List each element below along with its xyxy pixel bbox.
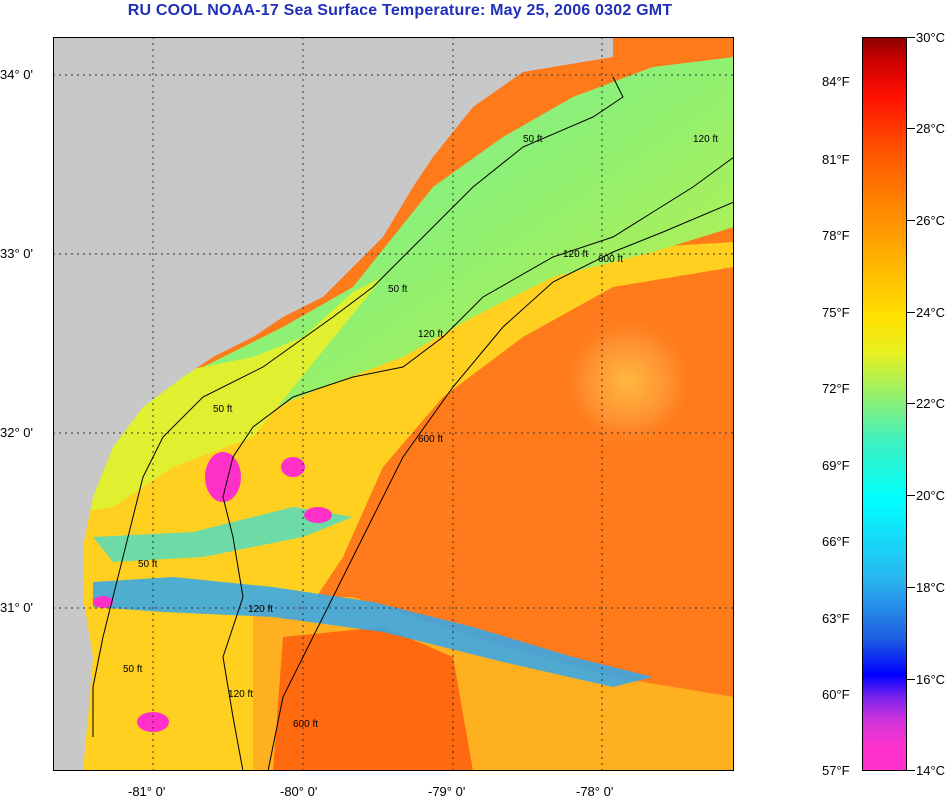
map-title: RU COOL NOAA-17 Sea Surface Temperature:… — [127, 2, 673, 19]
colorbar-tick — [907, 587, 915, 588]
gulf-stream-core-lower — [273, 627, 473, 771]
colorbar-f-label: 66°F — [822, 534, 850, 549]
graticule — [53, 37, 734, 771]
isobath-label: 120 ft — [693, 134, 718, 145]
isobath-label: 120 ft — [248, 604, 273, 615]
isobath-label: 600 ft — [598, 254, 623, 265]
lon-label-81: -81° 0' — [128, 784, 166, 799]
colorbar-f-label: 75°F — [822, 305, 850, 320]
colorbar-tick — [907, 679, 915, 680]
colorbar-c-label: 16°C — [916, 672, 946, 687]
colorbar-f-label: 72°F — [822, 381, 850, 396]
sst-map[interactable]: 50 ft 50 ft 50 ft 50 ft 50 ft 120 ft 120… — [53, 37, 734, 771]
colorbar-c-label: 30°C — [916, 30, 946, 45]
colorbar-tick — [907, 312, 915, 313]
colorbar-tick — [907, 220, 915, 221]
colorbar-f-label: 60°F — [822, 687, 850, 702]
isobath-label: 600 ft — [293, 719, 318, 730]
lat-label-33: 33° 0' — [0, 246, 33, 261]
colorbar-tick — [907, 770, 915, 771]
isobath-600ft — [267, 201, 734, 771]
colorbar-c-label: 26°C — [916, 213, 946, 228]
colorbar-f-label: 78°F — [822, 228, 850, 243]
colorbar-tick — [907, 403, 915, 404]
colorbar-c-label: 20°C — [916, 488, 946, 503]
colorbar-tick — [907, 128, 915, 129]
colorbar-c-label: 24°C — [916, 305, 946, 320]
nearshore-yellow — [53, 277, 383, 517]
colorbar-f-label: 81°F — [822, 152, 850, 167]
isobath-labels: 50 ft 50 ft 50 ft 50 ft 50 ft 120 ft 120… — [123, 134, 718, 730]
colorbar-c-label: 22°C — [916, 396, 946, 411]
land-mass — [53, 37, 613, 771]
lon-label-80: -80° 0' — [280, 784, 318, 799]
isobath-label: 120 ft — [228, 689, 253, 700]
lat-label-31: 31° 0' — [0, 600, 33, 615]
colorbar-c-label: 28°C — [916, 121, 946, 136]
temperature-colorbar — [862, 37, 907, 771]
isobath-label: 50 ft — [138, 559, 158, 570]
lon-label-79: -79° 0' — [428, 784, 466, 799]
isobath-120ft — [222, 156, 734, 771]
lat-label-34: 34° 0' — [0, 67, 33, 82]
cloud-pixels — [93, 452, 332, 732]
map-frame — [53, 37, 734, 771]
colorbar-c-label: 18°C — [916, 580, 946, 595]
isobath-label: 120 ft — [563, 249, 588, 260]
warm-eddy — [558, 312, 698, 452]
cold-filament — [93, 577, 653, 687]
lon-label-78: -78° 0' — [576, 784, 614, 799]
isobath-label: 50 ft — [388, 284, 408, 295]
colorbar-f-label: 63°F — [822, 611, 850, 626]
isobath-50ft — [92, 76, 624, 737]
lat-label-32: 32° 0' — [0, 425, 33, 440]
cold-filament-cyan — [93, 507, 353, 562]
colorbar-f-label: 69°F — [822, 458, 850, 473]
transition-zone — [53, 242, 734, 771]
isobath-label: 600 ft — [418, 434, 443, 445]
isobath-lines — [92, 76, 734, 771]
sst-map-canvas: 50 ft 50 ft 50 ft 50 ft 50 ft 120 ft 120… — [53, 37, 734, 771]
isobath-label: 120 ft — [418, 329, 443, 340]
colorbar-f-label: 57°F — [822, 763, 850, 778]
colorbar-tick — [907, 495, 915, 496]
isobath-label: 50 ft — [523, 134, 543, 145]
colorbar-f-label: 84°F — [822, 74, 850, 89]
colorbar-tick — [907, 37, 915, 38]
isobath-label: 50 ft — [213, 404, 233, 415]
isobath-label: 50 ft — [123, 664, 143, 675]
colorbar-c-label: 14°C — [916, 763, 946, 778]
